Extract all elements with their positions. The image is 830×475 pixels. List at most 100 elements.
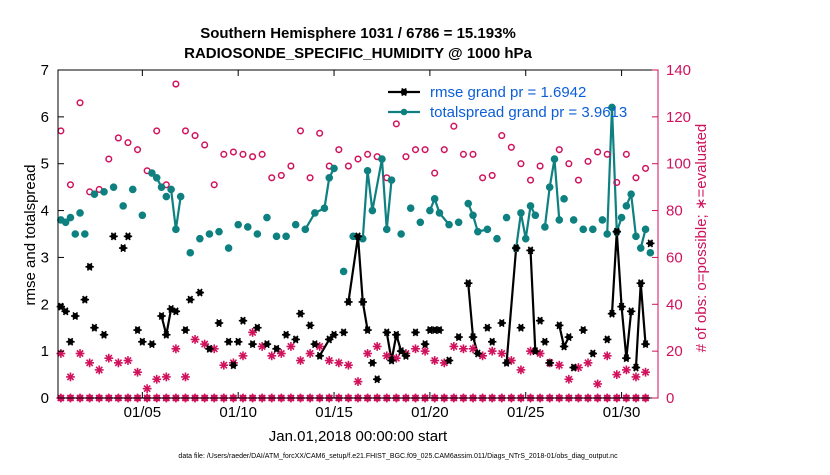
obs-possible-point xyxy=(498,132,506,140)
obs-possible-point xyxy=(134,146,142,154)
obs-possible-point xyxy=(277,171,285,179)
rmse-point xyxy=(262,340,272,349)
obs-evaluated-point-stroke xyxy=(517,366,525,374)
obs-possible-point xyxy=(632,174,640,182)
totalspread-point xyxy=(148,169,156,177)
obs-evaluated-point-stroke xyxy=(191,335,199,344)
totalspread-point xyxy=(109,183,118,191)
rmse-point-spike xyxy=(424,340,428,345)
obs-evaluated-point-stroke xyxy=(105,354,113,362)
rmse-point xyxy=(224,337,233,346)
totalspread-point xyxy=(541,223,549,231)
y-tick-label-right: 0 xyxy=(666,390,674,407)
rmse-point-spike xyxy=(395,330,400,336)
rmse-point xyxy=(454,333,463,342)
obs-evaluated-point xyxy=(353,377,363,386)
x-tick-label: 01/10 xyxy=(219,404,257,421)
rmse-point xyxy=(540,337,550,346)
obs-evaluated-point-stroke xyxy=(114,359,123,367)
obs-evaluated-point xyxy=(602,351,612,361)
rmse-point xyxy=(622,354,631,363)
y-tick-label-left: 2 xyxy=(41,296,49,313)
totalspread-line-segment xyxy=(606,107,623,235)
obs-evaluated-point xyxy=(344,360,353,370)
rmse-point-spike xyxy=(199,288,203,293)
obs-evaluated-point-stroke xyxy=(584,359,592,367)
rmse-point xyxy=(535,316,545,325)
rmse-point xyxy=(56,302,66,311)
rmse-point-spike xyxy=(438,326,443,331)
obs-possible-point xyxy=(392,120,400,128)
rmse-point xyxy=(325,335,334,344)
rmse-point-spike xyxy=(112,232,117,237)
obs-evaluated-point-stroke xyxy=(593,380,602,388)
obs-evaluated-point-stroke xyxy=(613,370,621,379)
rmse-point-spike xyxy=(227,337,232,343)
y-tick-label-left: 0 xyxy=(41,390,49,407)
rmse-point xyxy=(344,297,353,306)
totalspread-point xyxy=(397,230,405,238)
rmse-point xyxy=(80,295,90,304)
obs-possible-point xyxy=(66,181,75,189)
rmse-point xyxy=(617,302,626,311)
rmse-point xyxy=(464,279,473,288)
totalspread-point xyxy=(128,185,137,194)
obs-possible-point xyxy=(191,132,199,140)
totalspread-point xyxy=(416,218,425,227)
totalspread-point xyxy=(641,225,650,234)
rmse-point xyxy=(382,328,391,337)
obs-evaluated-point xyxy=(459,344,468,354)
totalspread-point xyxy=(272,232,281,241)
rmse-point-spike xyxy=(486,323,491,329)
rmse-point-spike xyxy=(448,356,452,361)
totalspread-point xyxy=(589,225,597,234)
obs-possible-point xyxy=(402,153,410,161)
obs-evaluated-point xyxy=(612,370,622,379)
totalspread-point xyxy=(172,225,180,234)
totalspread-point xyxy=(205,230,214,238)
obs-possible-point xyxy=(316,129,324,137)
obs-evaluated-point xyxy=(171,344,181,354)
obs-evaluated-point xyxy=(363,349,372,358)
obs-evaluated-point xyxy=(219,360,229,370)
obs-evaluated-point xyxy=(85,358,95,368)
rmse-point-spike xyxy=(136,326,141,331)
obs-evaluated-point xyxy=(267,351,277,361)
rmse-point xyxy=(181,326,190,335)
totalspread-point xyxy=(445,220,453,229)
obs-evaluated-point-stroke xyxy=(335,359,343,367)
obs-evaluated-point-stroke xyxy=(143,384,151,393)
obs-evaluated-point xyxy=(526,346,535,356)
obs-possible-point xyxy=(306,174,314,182)
obs-evaluated-point-stroke xyxy=(478,352,487,360)
obs-evaluated-point-stroke xyxy=(76,349,84,358)
rmse-point-spike xyxy=(429,326,433,331)
obs-possible-point xyxy=(335,146,343,154)
totalspread-point xyxy=(550,155,559,163)
rmse-point-spike xyxy=(141,337,146,343)
obs-evaluated-point-stroke xyxy=(354,377,362,386)
obs-possible-point xyxy=(296,127,305,135)
totalspread-point xyxy=(330,164,338,173)
obs-possible-point xyxy=(344,162,352,170)
y-tick-label-right: 80 xyxy=(666,203,683,220)
rmse-point-spike xyxy=(549,358,553,364)
rmse-point xyxy=(372,375,382,384)
rmse-point xyxy=(166,304,176,314)
obs-evaluated-point xyxy=(181,372,190,382)
rmse-point xyxy=(420,340,430,349)
totalspread-line-segment xyxy=(428,195,450,226)
obs-possible-point xyxy=(431,169,439,177)
obs-evaluated-point xyxy=(190,335,200,344)
rmse-point-spike xyxy=(592,349,596,354)
rmse-point-spike xyxy=(606,335,610,340)
totalspread-point xyxy=(435,209,444,217)
totalspread-point xyxy=(90,190,99,198)
rmse-point-spike xyxy=(582,326,587,331)
obs-evaluated-point xyxy=(209,344,219,354)
obs-possible-point xyxy=(479,174,487,182)
totalspread-point xyxy=(215,227,223,236)
obs-possible-point xyxy=(613,178,621,187)
y-axis-label-right: # of obs: o=possible; ∗=evaluated xyxy=(693,124,710,353)
rmse-point xyxy=(564,333,574,342)
